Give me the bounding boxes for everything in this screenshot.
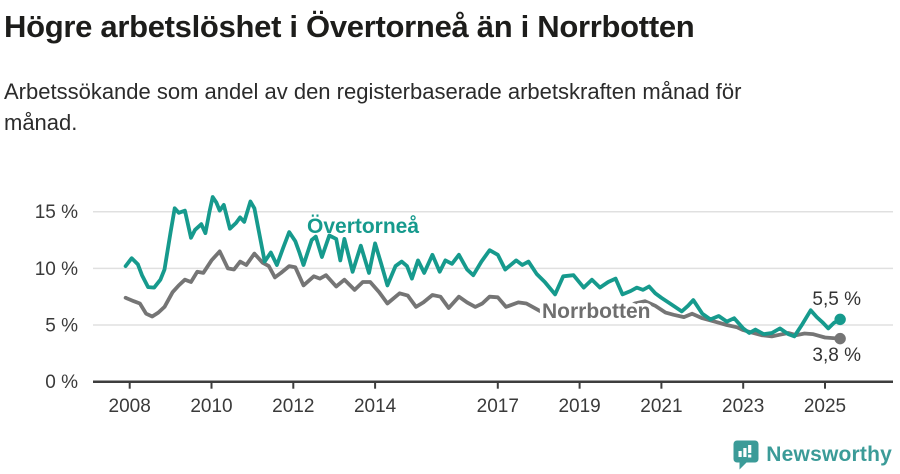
x-tick-label-2014: 2014 [354,396,397,417]
y-tick-label-0: 0 % [45,372,78,393]
series-end-label-norrbotten: 3,8 % [812,345,861,366]
newsworthy-logo-icon [733,440,759,470]
series-end-label-overtornea: 5,5 % [812,289,861,310]
series-line-overtornea [123,195,842,339]
series-end-dot-overtornea [834,313,846,326]
x-tick-label-2012: 2012 [272,396,314,417]
logo-bar-1 [738,451,742,457]
newsworthy-logo: Newsworthy [733,440,892,470]
newsworthy-logo-text: Newsworthy [766,443,892,466]
x-tick-label-2010: 2010 [190,396,232,417]
series-end-dot-norrbotten [834,332,846,345]
x-tick-label-2008: 2008 [109,396,151,417]
page-subtitle: Arbetssökande som andel av den registerb… [4,79,742,135]
y-tick-label-15: 15 % [35,202,78,223]
series-label-norrbotten: Norrbotten [542,300,651,323]
page-title: Högre arbetslöshet i Övertorneå än i Nor… [4,9,695,44]
x-tick-label-2019: 2019 [558,396,600,417]
unemployment-line-chart: 2008 2010 2012 2014 2017 2019 2021 2023 2025 0 % 5… [35,195,893,417]
x-tick-label-2025: 2025 [804,396,846,417]
logo-bar-2 [743,448,747,457]
series-label-overtornea: Övertorneå [307,215,419,238]
y-tick-label-10: 10 % [35,259,78,280]
x-tick-label-2023: 2023 [722,396,764,417]
x-tick-label-2017: 2017 [477,396,519,417]
y-tick-label-5: 5 % [45,316,78,337]
logo-bar-dot [748,454,752,458]
series-line-norrbotten [123,249,842,341]
x-tick-label-2021: 2021 [640,396,682,417]
logo-bar-3 [748,445,752,453]
